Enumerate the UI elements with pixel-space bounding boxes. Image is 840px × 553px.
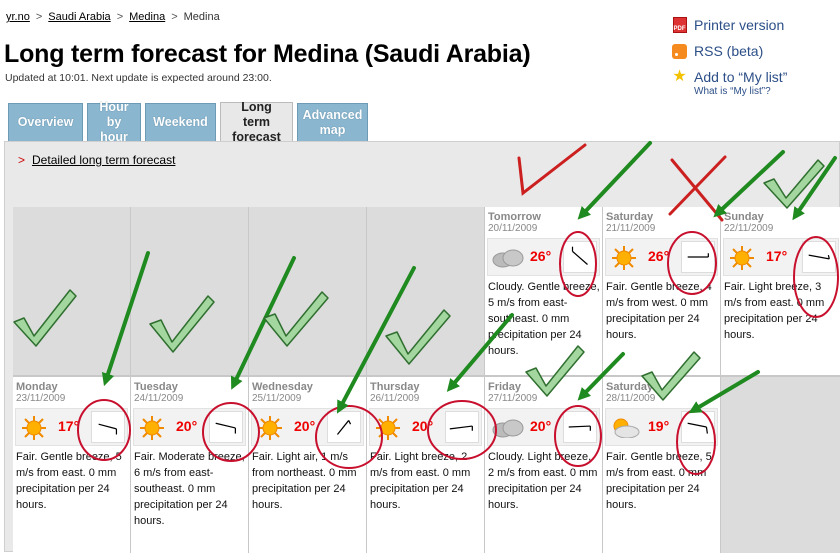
- breadcrumb: yr.no > Saudi Arabia > Medina > Medina: [6, 11, 220, 23]
- sun-icon: [140, 416, 164, 440]
- printer-version-link[interactable]: PDF Printer version: [671, 12, 840, 38]
- partly-cloudy-icon: [613, 418, 640, 438]
- empty-cell: [13, 207, 130, 375]
- sun-icon: [730, 246, 754, 270]
- cloud-icon: [492, 249, 524, 268]
- what-is-my-list-link[interactable]: What is “My list”?: [694, 86, 771, 97]
- empty-cell: [131, 207, 248, 375]
- wind-arrow-icon: [209, 411, 243, 443]
- breadcrumb-country[interactable]: Saudi Arabia: [48, 11, 111, 23]
- day-cell-wednesday: Wednesday 25/11/2009 20° Fair. Light air…: [249, 377, 366, 553]
- sun-icon: [612, 246, 636, 270]
- day-cell-monday: Monday 23/11/2009 17° Fair. Gentle breez…: [13, 377, 130, 553]
- sun-icon: [22, 416, 46, 440]
- rss-link[interactable]: RSS (beta): [671, 38, 840, 64]
- wind-arrow-icon: [91, 411, 125, 443]
- update-info: Updated at 10:01. Next update is expecte…: [5, 72, 272, 84]
- empty-cell: [249, 207, 366, 375]
- detailed-forecast-link[interactable]: > Detailed long term forecast: [18, 153, 176, 167]
- day-cell-tuesday: Tuesday 24/11/2009 20° Fair. Moderate br…: [131, 377, 248, 553]
- wind-arrow-icon: [563, 411, 597, 443]
- breadcrumb-current: Medina: [183, 11, 220, 23]
- day-cell-friday: Friday 27/11/2009 20° Cloudy. Light bree…: [485, 377, 602, 553]
- add-to-my-list-link[interactable]: ★ Add to “My list”: [672, 68, 788, 86]
- day-cell-saturday-2: Saturday 28/11/2009 19° Fair. Gentle bre…: [603, 377, 720, 553]
- wind-arrow-icon: [681, 241, 715, 273]
- wind-arrow-icon: [681, 411, 715, 443]
- rss-icon: [671, 43, 688, 59]
- cloud-icon: [492, 419, 524, 438]
- day-cell-thursday: Thursday 26/11/2009 20° Fair. Light bree…: [367, 377, 484, 553]
- wind-arrow-icon: [445, 411, 479, 443]
- tab-hour-by-hour[interactable]: Hour by hour: [87, 100, 141, 144]
- tab-weekend[interactable]: Weekend: [145, 103, 216, 141]
- wind-arrow-icon: [327, 411, 361, 443]
- wind-arrow-icon: [802, 241, 836, 273]
- day-cell-sunday: Sunday 22/11/2009 17° Fair. Light breeze…: [721, 207, 840, 375]
- empty-cell: [721, 377, 840, 553]
- wind-arrow-icon: [563, 241, 597, 273]
- pdf-icon: PDF: [671, 17, 688, 33]
- page-title: Long term forecast for Medina (Saudi Ara…: [4, 40, 531, 68]
- sun-icon: [258, 416, 282, 440]
- day-cell-saturday: Saturday 21/11/2009 26° Fair. Gentle bre…: [603, 207, 720, 375]
- side-links: PDF Printer version RSS (beta) ★ Add to …: [671, 12, 840, 97]
- day-cell-tomorrow: Tomorrow 20/11/2009 26° Cloudy. Gentle b…: [485, 207, 602, 375]
- tab-overview[interactable]: Overview: [8, 103, 83, 141]
- forecast-grid: Tomorrow 20/11/2009 26° Cloudy. Gentle b…: [13, 207, 840, 553]
- empty-cell: [367, 207, 484, 375]
- forecast-panel: > Detailed long term forecast Tomorrow 20…: [4, 141, 840, 553]
- breadcrumb-yrno[interactable]: yr.no: [6, 11, 30, 23]
- breadcrumb-region[interactable]: Medina: [129, 11, 166, 23]
- tab-long-term-forecast[interactable]: Long term forecast: [220, 100, 293, 144]
- tab-bar: Overview Hour by hour Weekend Long term …: [8, 100, 368, 144]
- tab-advanced-map[interactable]: Advanced map: [297, 103, 368, 141]
- sun-icon: [376, 416, 400, 440]
- star-icon: ★: [672, 68, 687, 85]
